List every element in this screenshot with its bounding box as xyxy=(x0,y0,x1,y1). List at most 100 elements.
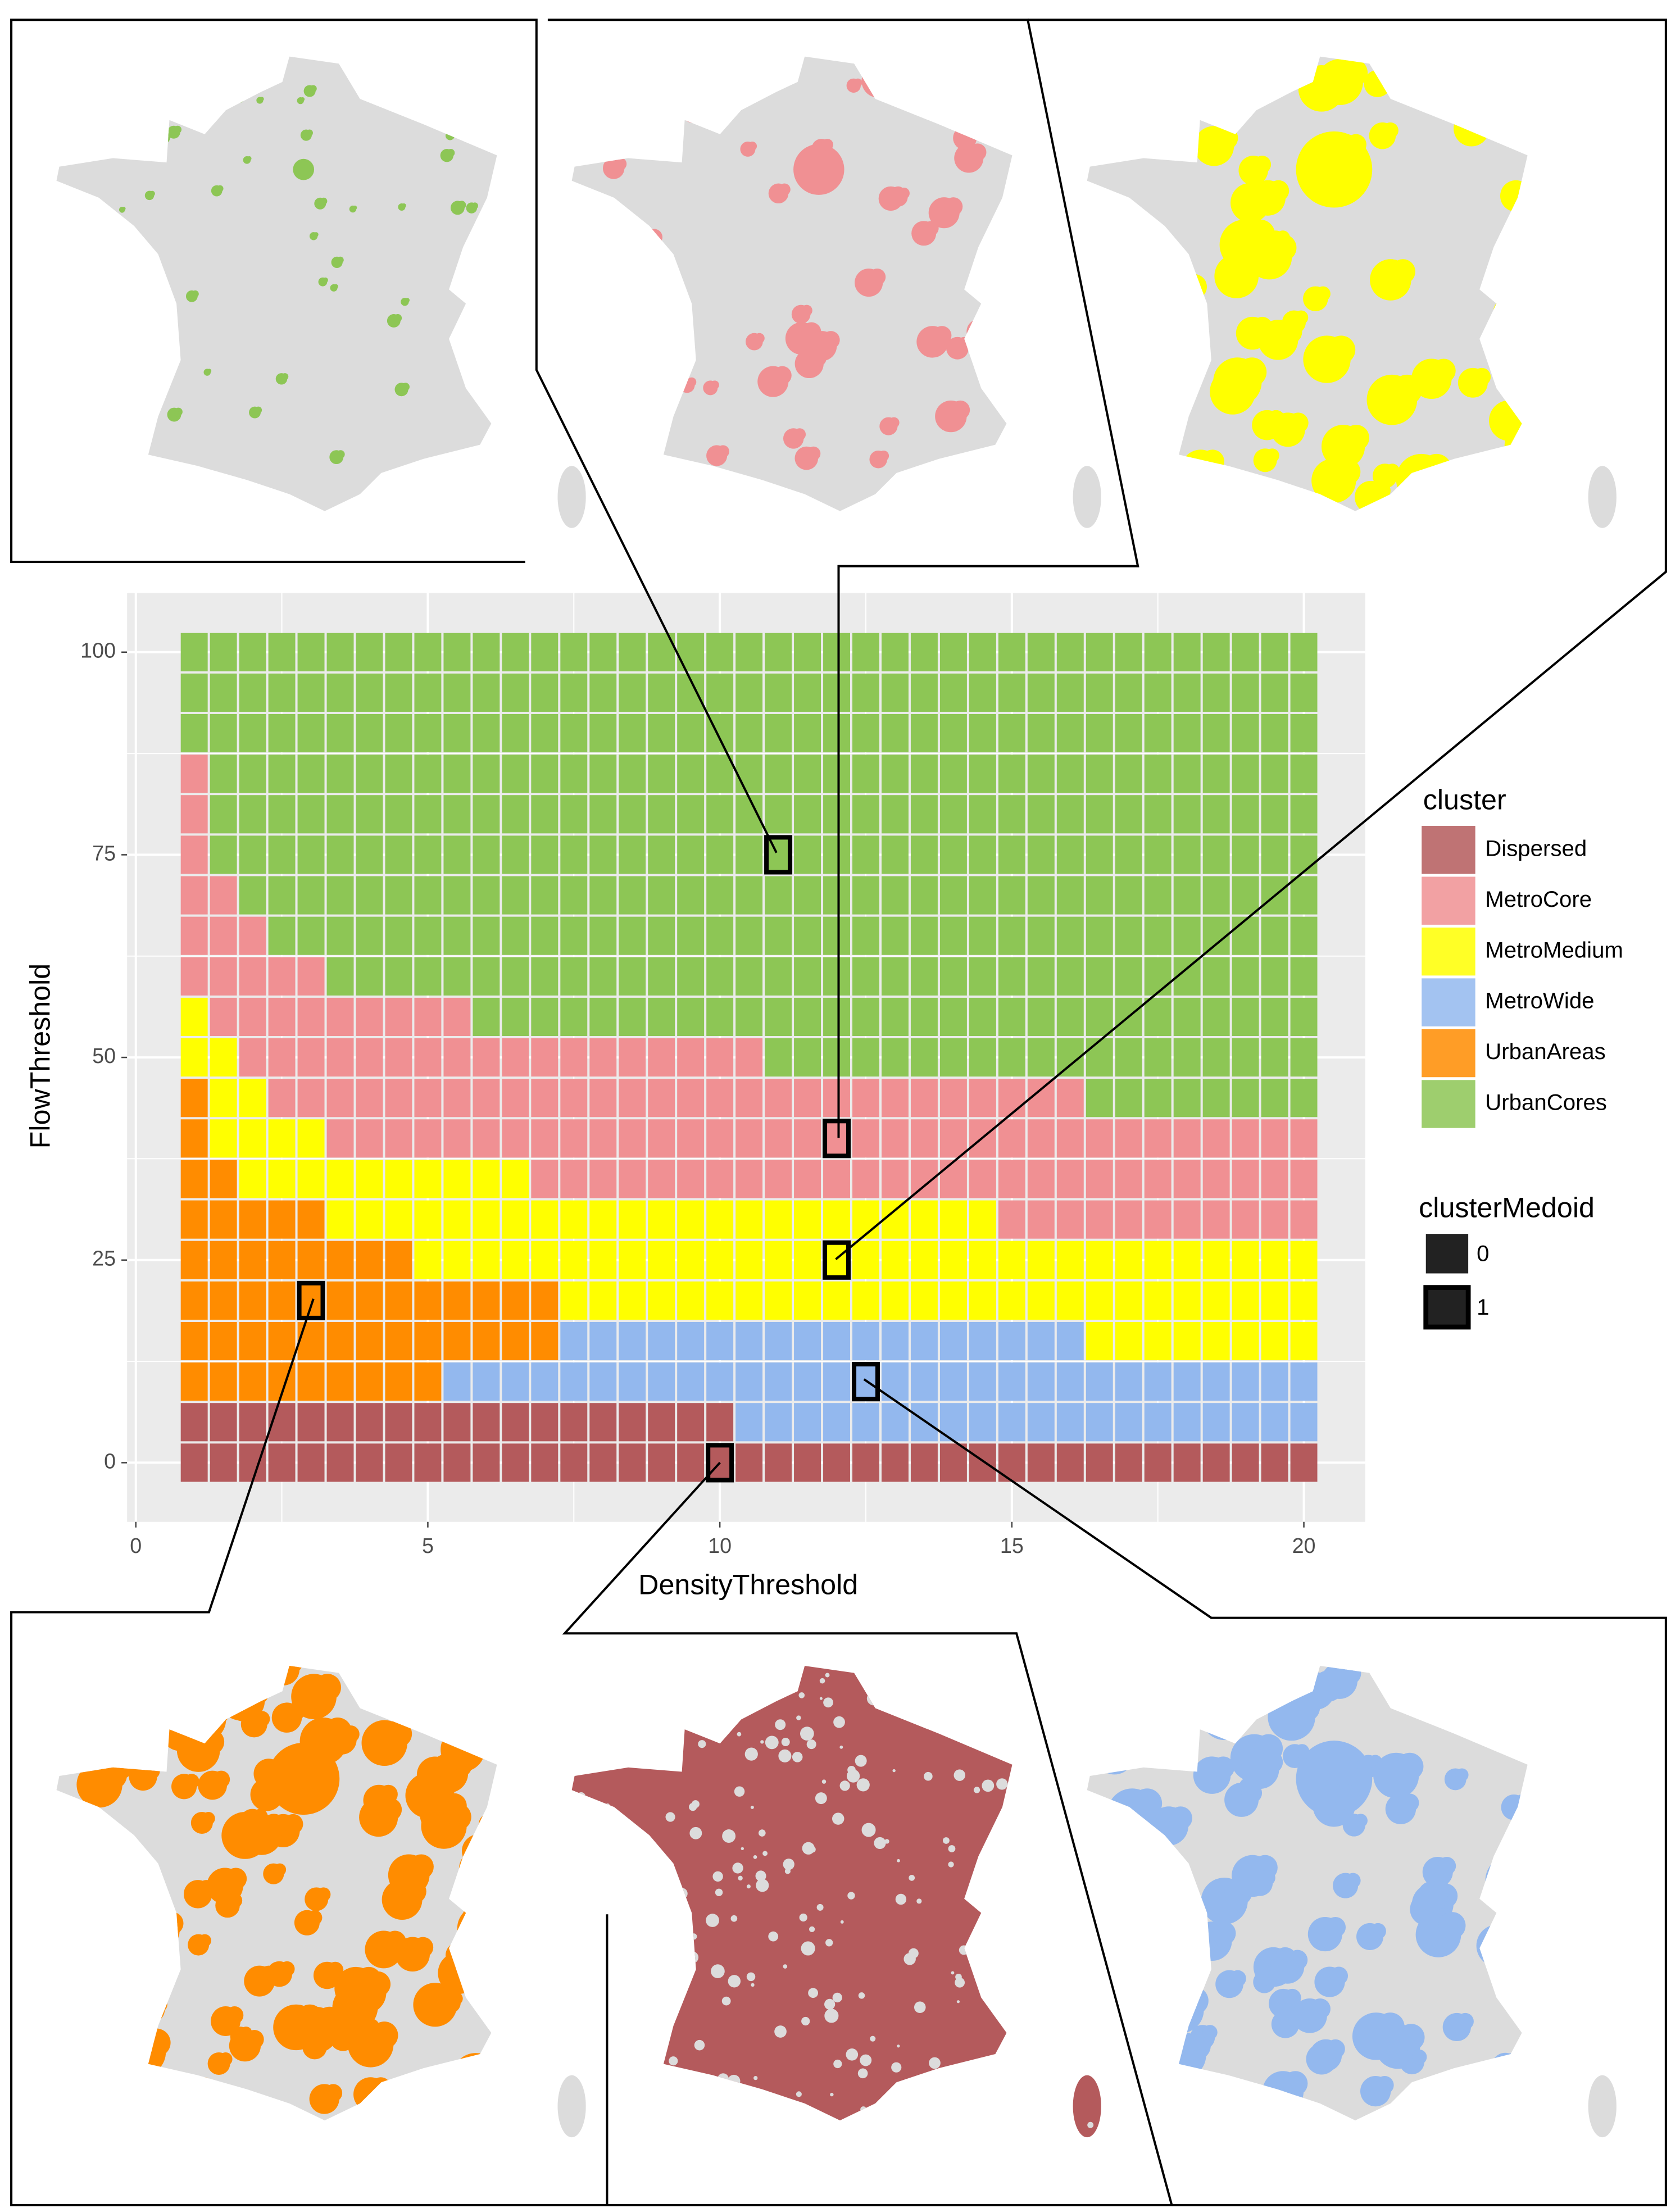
tile xyxy=(531,1160,559,1198)
map-gap xyxy=(1009,1846,1021,1857)
map-blob xyxy=(1087,1682,1127,1731)
map-blob xyxy=(1329,1966,1348,1985)
tile xyxy=(473,1160,500,1198)
map-blob xyxy=(457,1685,481,1709)
frame xyxy=(835,19,1667,1260)
tile xyxy=(1261,957,1288,996)
tile xyxy=(326,876,354,915)
tile xyxy=(502,633,529,671)
tile xyxy=(735,997,763,1037)
map-blob xyxy=(1477,56,1511,90)
map-blob xyxy=(198,1729,225,1755)
map-gap xyxy=(910,2099,919,2109)
map-gap xyxy=(622,1943,635,1956)
map-gap xyxy=(643,2032,647,2036)
map-blob xyxy=(327,1961,344,1978)
tile xyxy=(939,795,967,834)
map-blob xyxy=(1250,183,1274,207)
map-gap xyxy=(1029,2075,1039,2086)
tile xyxy=(326,916,354,955)
tile xyxy=(210,1079,237,1117)
map-gap xyxy=(819,1697,823,1700)
tile xyxy=(239,957,266,996)
tile xyxy=(1202,957,1230,996)
map-blob xyxy=(98,365,108,376)
tile xyxy=(619,1119,646,1158)
map-blob xyxy=(571,265,589,298)
tile xyxy=(677,1200,705,1239)
tile xyxy=(735,1321,763,1361)
map-gap xyxy=(1061,2027,1070,2036)
map-blob xyxy=(1092,56,1139,101)
tile xyxy=(910,997,938,1037)
map-blob xyxy=(1370,1923,1386,1939)
map-blob xyxy=(438,1952,480,1995)
tile xyxy=(1144,673,1172,712)
tile xyxy=(297,1119,325,1158)
map-gap xyxy=(908,1948,919,1959)
map-blob xyxy=(1295,1744,1310,1759)
tile xyxy=(268,1443,296,1482)
map-blob xyxy=(1505,2052,1522,2070)
tile xyxy=(210,1443,237,1482)
tile xyxy=(1086,1200,1113,1239)
tile xyxy=(414,1281,442,1320)
map-blob xyxy=(91,2024,110,2043)
map-blob xyxy=(1202,2025,1218,2040)
tile xyxy=(794,714,821,753)
map-blob xyxy=(1506,298,1522,315)
map-blob xyxy=(112,1907,133,1928)
tile xyxy=(326,997,354,1037)
map-gap xyxy=(808,1988,819,1998)
map-gap xyxy=(654,1854,660,1860)
map-blob xyxy=(646,229,663,246)
tile xyxy=(1115,1281,1142,1320)
tile xyxy=(531,1281,559,1320)
tile xyxy=(356,1241,383,1279)
tile xyxy=(531,1321,559,1361)
tile xyxy=(619,1241,646,1279)
map-blob xyxy=(60,1874,73,1887)
tile xyxy=(910,795,938,834)
tile xyxy=(1027,1281,1055,1320)
tile xyxy=(1232,633,1259,671)
tile xyxy=(385,1362,412,1401)
tile xyxy=(356,633,383,671)
map-blob xyxy=(314,1674,342,1701)
tile xyxy=(706,1281,734,1320)
tile xyxy=(1290,1200,1318,1239)
map-blob xyxy=(612,443,624,455)
tile xyxy=(443,835,471,874)
tile xyxy=(852,714,879,753)
map-blob xyxy=(1497,1924,1523,1950)
map-blob xyxy=(72,58,76,63)
map-gap xyxy=(996,1778,1008,1790)
tile xyxy=(210,1160,237,1198)
map-blob xyxy=(1340,148,1358,166)
map-gap xyxy=(696,2095,702,2101)
map-blob xyxy=(964,56,994,83)
tile xyxy=(823,1160,850,1198)
tile xyxy=(385,1200,412,1239)
map-blob xyxy=(571,108,583,129)
tile xyxy=(765,1321,792,1361)
map xyxy=(56,56,586,528)
tile xyxy=(939,1443,967,1482)
tile xyxy=(1056,997,1084,1037)
tile xyxy=(1232,1079,1259,1117)
tile xyxy=(852,1119,879,1158)
map-blob xyxy=(1460,1706,1484,1730)
tile xyxy=(210,1362,237,1401)
map-blob xyxy=(1169,1806,1192,1830)
map-blob xyxy=(471,474,478,480)
tile xyxy=(998,957,1025,996)
tile xyxy=(1173,1079,1201,1117)
map-gap xyxy=(982,1952,992,1963)
tile xyxy=(881,1038,909,1077)
map-gap xyxy=(943,1837,950,1844)
map-blob xyxy=(861,64,895,98)
map-blob xyxy=(1471,110,1493,133)
map-blob xyxy=(1390,259,1415,284)
map-blob xyxy=(261,1814,287,1839)
map-gap xyxy=(710,1669,715,1674)
